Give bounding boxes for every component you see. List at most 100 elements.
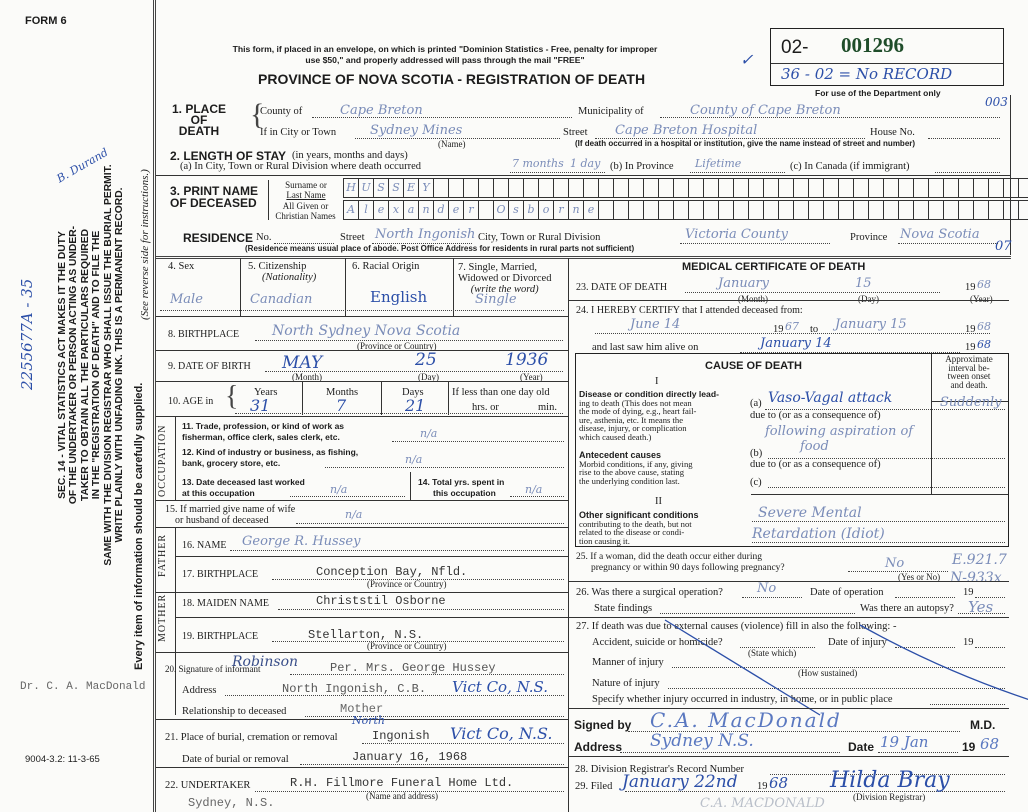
letter-box [628,200,643,220]
letter-box [463,178,478,198]
letter-box: S [388,178,403,198]
divider [175,527,176,715]
house-label: House No. [870,127,915,138]
letter-box: s [508,200,523,220]
citizenship-label: 5. Citizenship [248,261,307,272]
city-label: If in City or Town [260,127,337,138]
leader [765,409,1005,410]
dob-day: 25 [415,350,437,370]
signature-year: 68 [980,735,1000,753]
stay-province-label: (b) In Province [610,161,674,172]
letter-box [553,178,568,198]
undertaker-label: 22. UNDERTAKER [165,780,251,791]
cause-of-death-box [575,353,1009,547]
leader [975,597,1005,598]
total-years-value: n/a [525,483,543,496]
mail-notice: This form, if placed in an envelope, on … [232,44,658,65]
last-saw-label: and last saw him alive on [592,342,699,353]
divider [156,652,568,653]
letter-box: e [373,200,388,220]
cause-a-continued: following aspiration of [765,424,914,439]
leader [895,597,955,598]
code-municipality: 003 [985,95,1008,109]
injury-year-prefix: 19 [963,637,974,648]
letter-box [733,200,748,220]
letter-box [583,178,598,198]
leader [595,333,990,334]
interval-value: Suddenly [940,395,1002,410]
divider [156,719,568,720]
dob-label: 9. DATE OF BIRTH [168,361,251,372]
burial-place-value: Ingonish [372,729,430,743]
direct-cause-label: Disease or condition directly lead-ing t… [579,389,719,442]
strike-through-lines [664,619,1028,716]
letter-box [688,200,703,220]
industry-value: n/a [405,453,423,466]
place-of-death-label: 1. PLACE OF DEATH [172,102,227,138]
divider [156,381,568,382]
physician-address: Sydney N.S. [650,731,754,751]
form-label: FORM 6 [25,15,67,27]
surname-label: Surname or Last Name [285,180,327,200]
interval-label: Approximate interval be-tween onset and de… [945,354,993,390]
stay-canada-label: (c) In Canada (if immigrant) [790,161,910,172]
letter-box [913,178,928,198]
letter-box: d [433,200,448,220]
residence-city-value: Victoria County [685,227,788,242]
min-label: min. [538,402,557,413]
letter-box [448,178,463,198]
sex-label: 4. Sex [168,261,195,272]
letter-box [898,178,913,198]
residence-city-label: City, Town or Rural Division [478,232,601,243]
letter-box: e [583,200,598,220]
letter-box [748,200,763,220]
month-hint: (Month) [292,372,322,382]
divider [410,472,411,500]
attended-to: January 15 [835,317,907,332]
filed-year-prefix: 19 [757,781,768,792]
letter-box: e [448,200,463,220]
days-value: 21 [405,396,426,415]
informant-address-label: Address [182,685,217,696]
letter-box [793,200,808,220]
leader [290,674,564,675]
letter-box [853,200,868,220]
letter-box: n [418,200,433,220]
letter-box [793,178,808,198]
typed-doctor: Dr. C. A. MacDonald [20,681,146,693]
birthplace-hint: (Province or Country) [357,341,437,351]
letter-box: A [343,200,358,220]
divider [569,756,1009,757]
check-mark-icon: ✓ [740,50,754,69]
a-label: (a) [750,398,762,409]
marital-value: Single [475,292,517,307]
leader [752,521,1005,522]
form-code: 9004-3.2: 11-3-65 [25,754,100,765]
leader [595,138,865,139]
divider [156,767,568,768]
letter-box [958,200,973,220]
industry-label: 12. Kind of industry or business, as fis… [182,447,359,468]
divider [156,416,568,417]
letter-box [823,200,838,220]
mother-maiden-label: 18. MAIDEN NAME [182,598,269,609]
leader [272,579,564,580]
letter-box [838,200,853,220]
external-causes-label: 27. If death was due to external causes … [576,621,897,632]
letter-box [943,200,958,220]
yes-no-hint: (Yes or No) [898,572,941,582]
residence-province-label: Province [850,232,888,243]
leader [272,641,564,642]
c-label: (c) [750,477,762,488]
hrs-label: hrs. or [472,402,499,413]
letter-box [1018,200,1028,220]
mother-birthplace-value: Stellarton, N.S. [308,628,424,642]
death-day: 15 [855,276,872,291]
divider [156,175,1011,176]
letter-box [658,200,673,220]
letter-box [883,178,898,198]
leader [628,731,960,732]
letter-box [433,178,448,198]
